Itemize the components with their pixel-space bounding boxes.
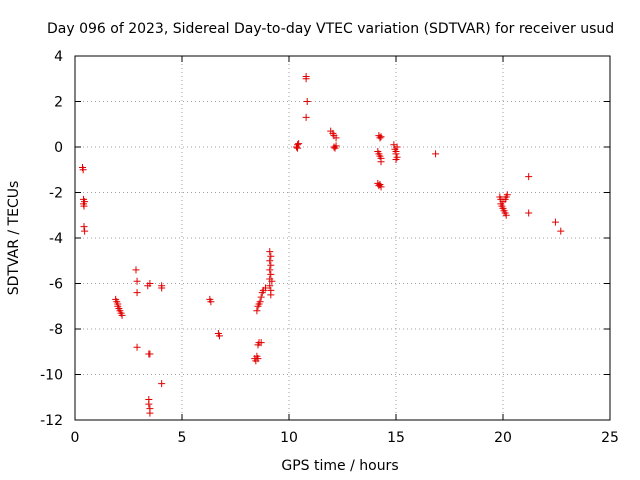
data-point [253,307,261,315]
y-tick-label: 4 [54,49,63,65]
data-point [146,280,154,287]
data-point [503,191,511,199]
data-point [377,133,385,141]
data-point [551,218,559,226]
y-tick-label: -6 [49,277,63,293]
data-point [80,223,88,231]
data-point [118,311,126,319]
y-tick-label: -8 [49,322,63,338]
data-point [525,173,533,181]
data-point [266,257,274,265]
y-tick-label: 0 [54,140,63,156]
data-point [158,380,166,388]
data-point [256,298,264,306]
data-point [146,350,154,358]
data-point [81,227,89,235]
chart-title: Day 096 of 2023, Sidereal Day-to-day VTE… [47,21,614,37]
data-point [332,142,340,150]
data-point [133,289,141,297]
data-point [267,252,275,260]
data-points [78,72,565,417]
data-point [432,150,440,158]
data-point [257,339,265,347]
data-point [266,266,274,274]
x-tick-label: 0 [71,430,80,446]
axis-ticks: 0 5 10 15 20 25 -12 -10 -8 -6 -4 -2 0 2 4 [40,49,619,446]
data-point [267,270,275,278]
y-tick-label: -2 [49,186,63,202]
data-point [145,400,153,408]
data-point [261,284,269,292]
x-axis-label: GPS time / hours [281,458,398,474]
y-axis-label: SDTVAR / TECUs [6,181,22,296]
data-point [302,113,310,121]
data-point [332,134,340,142]
data-point [158,284,166,292]
data-point [133,277,141,285]
data-point [257,293,265,301]
data-point [377,158,385,166]
x-tick-label: 10 [280,430,298,446]
data-point [502,211,510,219]
data-point [79,166,87,174]
data-point [132,266,140,274]
x-tick-label: 5 [178,430,187,446]
data-point [133,343,141,351]
y-tick-label: -10 [40,368,63,384]
data-point [81,198,89,206]
data-point [376,134,384,142]
data-point [392,156,400,164]
data-point [525,209,533,217]
data-point [215,332,223,340]
data-point [377,183,385,191]
data-point [146,409,154,417]
data-point [557,227,565,235]
x-tick-label: 25 [601,430,619,446]
grid-lines [75,56,610,420]
data-point [254,355,262,363]
data-point [302,75,310,83]
data-point [267,261,275,269]
data-point [303,98,311,105]
data-point [295,140,303,148]
y-tick-label: 2 [54,95,63,111]
x-tick-label: 20 [494,430,512,446]
data-point [268,277,276,285]
y-tick-label: -12 [40,413,63,429]
data-point [267,291,275,299]
data-point [80,202,88,210]
x-tick-label: 15 [387,430,405,446]
y-tick-label: -4 [49,231,63,247]
data-point [393,143,401,151]
data-point [207,298,215,306]
data-point [294,144,302,152]
data-point [266,248,274,256]
data-point [266,282,274,290]
